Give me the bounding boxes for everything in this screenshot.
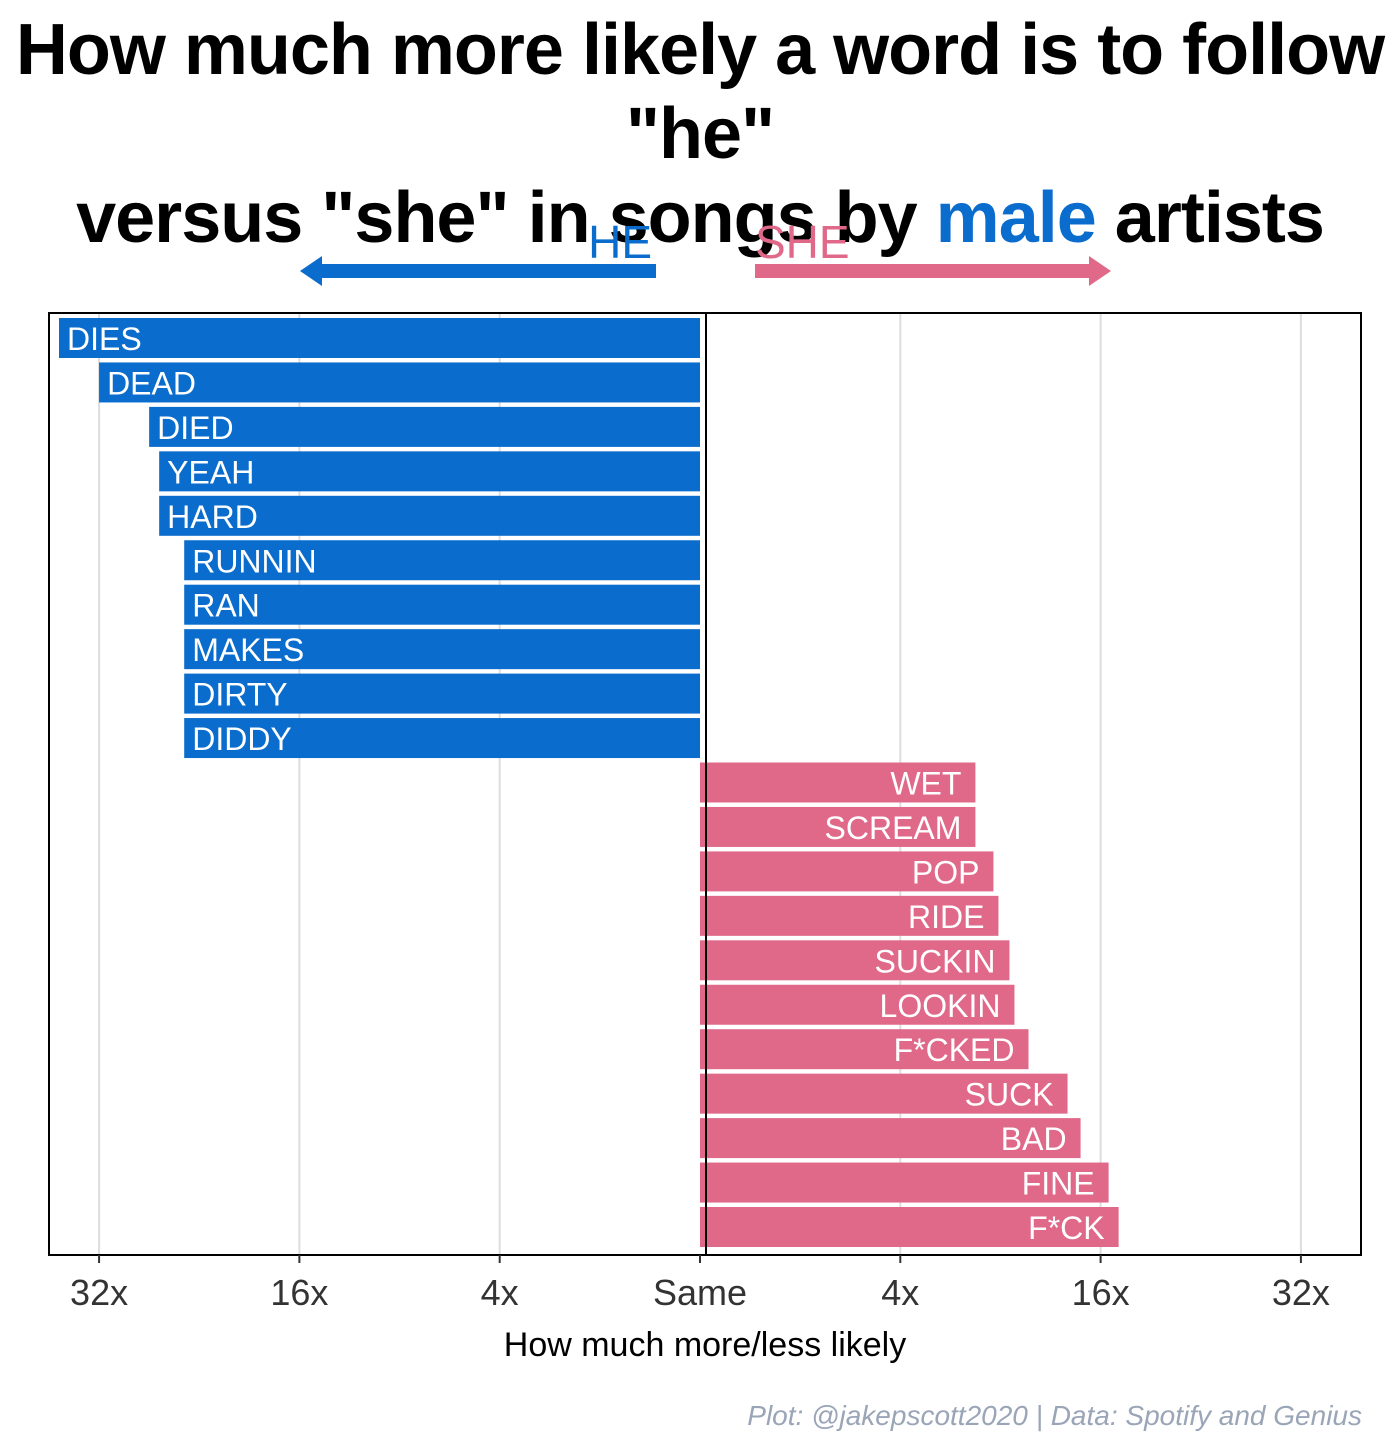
bar-yeah	[159, 451, 700, 492]
bar-label: RIDE	[908, 899, 984, 935]
chart-title-line1: How much more likely a word is to follow…	[15, 10, 1385, 174]
x-tick-label: 16x	[270, 1272, 328, 1313]
bar-label: SUCK	[965, 1077, 1054, 1113]
x-axis-title: How much more/less likely	[504, 1326, 906, 1364]
he-direction-label: HE	[588, 216, 652, 268]
bars: DIES DEAD DIED YEAH HARD RUNNIN RAN MAKES DIRTY D…	[59, 318, 1119, 1247]
bar-dies	[59, 318, 700, 358]
chart-title-line2: versus "she" in songs by male artists	[0, 176, 1400, 260]
she-direction-label: SHE	[755, 216, 850, 268]
bar-label: DIES	[67, 321, 142, 357]
she-arrow-shaft	[755, 264, 1095, 278]
bar-label: LOOKIN	[880, 988, 1001, 1024]
bar-wet	[699, 762, 976, 803]
he-arrow-shaft	[318, 264, 656, 278]
bar-pop	[699, 851, 994, 892]
x-axis: 32x 16x 4x Same 4x 16x 32x	[70, 1255, 1330, 1313]
bar-suck	[699, 1073, 1068, 1114]
she-arrow-head	[1089, 256, 1111, 286]
bar-label: POP	[912, 854, 980, 890]
chart-title: How much more likely a word is to follow…	[0, 8, 1400, 260]
bar-label: DIDDY	[192, 721, 292, 757]
bar-label: BAD	[1001, 1121, 1067, 1157]
bar-scream	[699, 806, 976, 847]
bar-label: SCREAM	[825, 810, 962, 846]
bar-ran	[184, 584, 700, 625]
bar-runnin	[184, 540, 700, 581]
bar-label: MAKES	[192, 632, 304, 668]
title-line2-before: versus "she" in songs by	[76, 178, 936, 258]
bar-bad	[699, 1118, 1081, 1159]
bar-label: SUCKIN	[875, 943, 996, 979]
bar-label: RUNNIN	[192, 543, 316, 579]
bar-label: YEAH	[167, 454, 254, 490]
bar-ride	[699, 895, 999, 936]
bar-makes	[184, 629, 700, 670]
bar-hard	[159, 495, 700, 536]
x-tick-label: 16x	[1072, 1272, 1130, 1313]
bar-label: HARD	[167, 499, 258, 535]
bar-label: F*CK	[1028, 1210, 1104, 1246]
bar-fine	[699, 1162, 1109, 1203]
bar-label: DIRTY	[192, 677, 287, 713]
x-tick-label: 4x	[481, 1272, 519, 1313]
x-tick-label: 32x	[70, 1272, 128, 1313]
bar-fck	[699, 1207, 1119, 1247]
bar-label: DIED	[157, 410, 233, 446]
he-arrow-head	[300, 256, 322, 286]
bar-lookin	[699, 984, 1015, 1025]
bar-died	[149, 406, 700, 447]
x-tick-label: 4x	[881, 1272, 919, 1313]
bar-label: WET	[890, 766, 961, 802]
x-tick-label: Same	[653, 1272, 747, 1313]
title-highlight-male: male	[935, 178, 1097, 258]
x-tick-label: 32x	[1272, 1272, 1330, 1313]
direction-arrows: HE SHE	[300, 216, 1111, 286]
bar-label: F*CKED	[894, 1032, 1015, 1068]
bar-dead	[99, 362, 700, 403]
panel-border	[48, 312, 1362, 1256]
bar-label: FINE	[1022, 1166, 1095, 1202]
bar-dirty	[184, 673, 700, 714]
bar-fcked	[699, 1029, 1029, 1070]
title-line2-after: artists	[1095, 178, 1325, 258]
caption: Plot: @jakepscott2020 | Data: Spotify an…	[747, 1400, 1362, 1431]
bar-diddy	[184, 718, 700, 759]
bar-suckin	[699, 940, 1010, 981]
bar-label: RAN	[192, 588, 260, 624]
bar-label: DEAD	[107, 365, 196, 401]
